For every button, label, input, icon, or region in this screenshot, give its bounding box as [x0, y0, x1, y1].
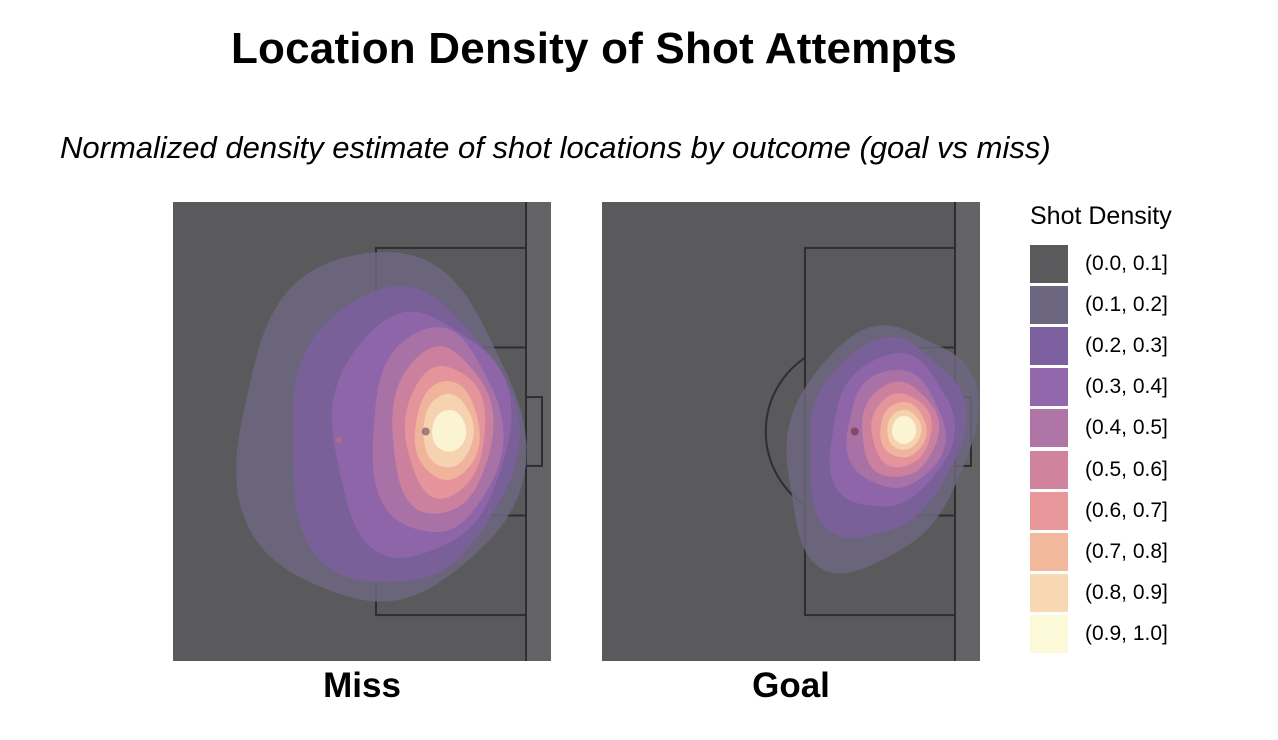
legend-swatch [1030, 285, 1068, 324]
legend-item: (0.1, 0.2] [1030, 284, 1172, 325]
facet-label-miss: Miss [323, 666, 401, 705]
legend-swatch [1030, 326, 1068, 365]
legend-label: (0.7, 0.8] [1085, 539, 1168, 563]
penalty-spot [850, 427, 859, 436]
legend-item: (0.7, 0.8] [1030, 531, 1172, 572]
legend-label: (0.6, 0.7] [1085, 498, 1168, 522]
legend-swatch [1030, 491, 1068, 530]
density-contour [892, 416, 917, 444]
legend-label: (0.3, 0.4] [1085, 375, 1168, 399]
legend-item: (0.8, 0.9] [1030, 573, 1172, 614]
legend-swatch [1030, 615, 1068, 654]
penalty-spot [421, 427, 430, 436]
goal-density-plot [602, 202, 980, 661]
chart-subtitle: Normalized density estimate of shot loca… [60, 130, 1051, 165]
facet-panel-miss [173, 202, 551, 661]
legend-swatch [1030, 574, 1068, 613]
penalty-arc [764, 356, 806, 507]
legend-item: (0.9, 1.0] [1030, 614, 1172, 655]
legend-item: (0.6, 0.7] [1030, 490, 1172, 531]
legend-swatch [1030, 532, 1068, 571]
legend-label: (0.0, 0.1] [1085, 251, 1168, 275]
density-contour [432, 410, 467, 452]
chart-title: Location Density of Shot Attempts [230, 24, 958, 73]
legend-label: (0.1, 0.2] [1085, 292, 1168, 316]
legend-label: (0.8, 0.9] [1085, 581, 1168, 605]
legend-item: (0.0, 0.1] [1030, 243, 1172, 284]
miss-density-plot [173, 202, 551, 661]
goal-density-contours [786, 325, 979, 574]
legend-swatch [1030, 368, 1068, 407]
density-hotspot [336, 437, 342, 443]
legend-item: (0.2, 0.3] [1030, 325, 1172, 366]
legend-title: Shot Density [1030, 202, 1172, 230]
legend-label: (0.5, 0.6] [1085, 457, 1168, 481]
legend-item: (0.5, 0.6] [1030, 449, 1172, 490]
legend-swatch [1030, 244, 1068, 283]
legend-swatch [1030, 450, 1068, 489]
legend-label: (0.4, 0.5] [1085, 416, 1168, 440]
facet-label-goal: Goal [752, 666, 830, 705]
legend-label: (0.2, 0.3] [1085, 333, 1168, 357]
legend-item: (0.4, 0.5] [1030, 408, 1172, 449]
legend-items: (0.0, 0.1] (0.1, 0.2] (0.2, 0.3] (0.3, 0.4]… [1030, 243, 1172, 655]
facet-panel-goal [602, 202, 980, 661]
miss-density-contours [236, 252, 527, 602]
legend-label: (0.9, 1.0] [1085, 622, 1168, 646]
legend: Shot Density (0.0, 0.1] (0.1, 0.2] (0.2, 0… [1030, 202, 1172, 655]
legend-item: (0.3, 0.4] [1030, 367, 1172, 408]
legend-swatch [1030, 409, 1068, 448]
